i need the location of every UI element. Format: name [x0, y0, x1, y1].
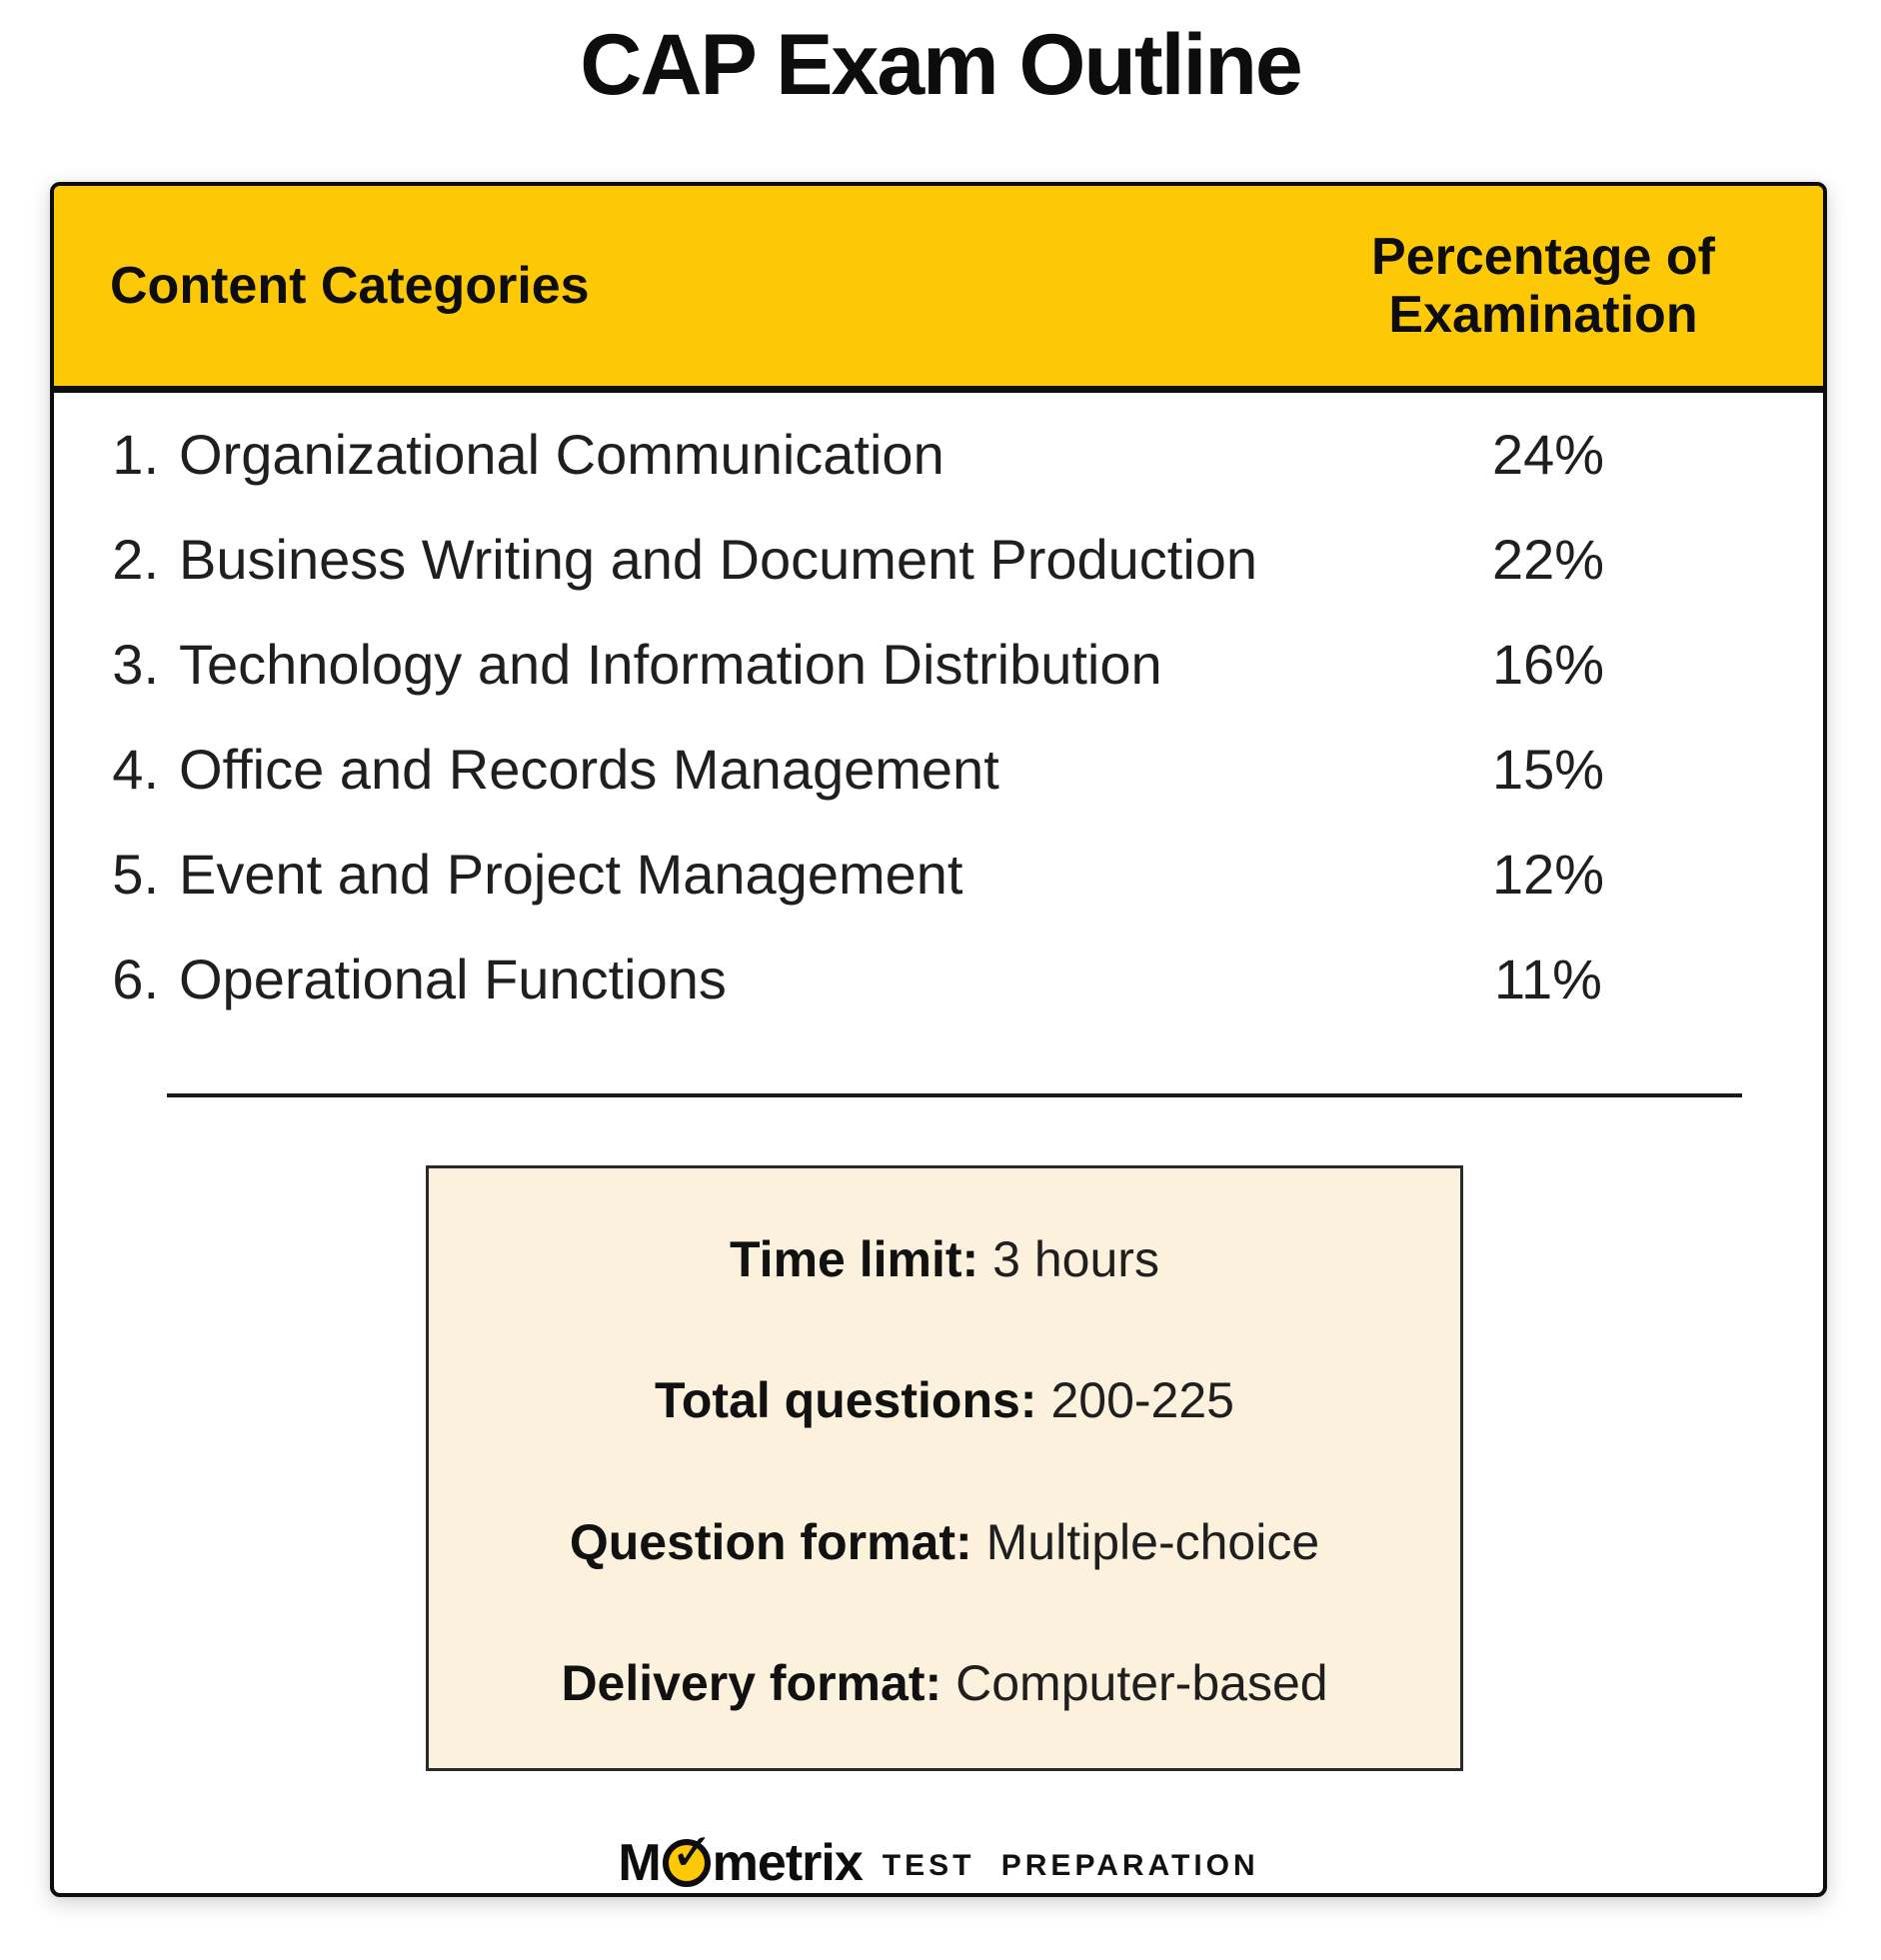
info-line-delivery-format: Delivery format: Computer-based [445, 1654, 1444, 1712]
row-label: Operational Functions [179, 948, 727, 1010]
category-rows: 1. Organizational Communication 24% 2. B… [54, 402, 1823, 1031]
column-header-percentage: Percentage of Examination [1371, 227, 1715, 344]
mometrix-logo: M ✓ metrix TEST PREPARATION [54, 1821, 1823, 1905]
horizontal-divider [167, 1093, 1742, 1097]
row-label: Technology and Information Distribution [179, 633, 1162, 696]
row-number: 5. [112, 843, 159, 906]
info-value: Computer-based [955, 1654, 1328, 1711]
brand-tagline: TEST PREPARATION [882, 1849, 1259, 1882]
row-percent: 11% [1494, 948, 1602, 1010]
column-header-categories: Content Categories [110, 257, 590, 315]
table-row: 2. Business Writing and Document Product… [54, 507, 1823, 612]
info-line-time-limit: Time limit: 3 hours [445, 1230, 1444, 1288]
row-number: 2. [112, 528, 159, 591]
check-circle-icon: ✓ [662, 1827, 714, 1887]
info-line-question-format: Question format: Multiple-choice [445, 1513, 1444, 1571]
row-label: Event and Project Management [179, 843, 963, 906]
table-header-band: Content Categories Percentage of Examina… [54, 186, 1823, 393]
row-number: 1. [112, 423, 159, 486]
row-label: Office and Records Management [179, 738, 999, 801]
row-percent: 24% [1491, 423, 1605, 486]
row-percent: 22% [1491, 528, 1605, 591]
row-number: 6. [112, 948, 159, 1010]
exam-outline-table: Content Categories Percentage of Examina… [50, 182, 1827, 1897]
row-number: 3. [112, 633, 159, 696]
info-label: Total questions: [655, 1372, 1037, 1429]
checkmark-icon: ✓ [670, 1824, 715, 1882]
table-row: 1. Organizational Communication 24% [54, 402, 1823, 507]
exam-info-box: Time limit: 3 hours Total questions: 200-2… [426, 1165, 1463, 1771]
row-label: Business Writing and Document Production [179, 528, 1258, 591]
info-label: Delivery format: [561, 1654, 942, 1711]
table-row: 5. Event and Project Management 12% [54, 822, 1823, 927]
table-row: 4. Office and Records Management 15% [54, 717, 1823, 822]
page-title: CAP Exam Outline [580, 17, 1303, 113]
table-row: 3. Technology and Information Distributi… [54, 612, 1823, 717]
row-number: 4. [112, 738, 159, 801]
row-percent: 15% [1491, 738, 1605, 801]
info-value: 200-225 [1050, 1372, 1234, 1429]
row-percent: 12% [1491, 843, 1605, 906]
info-line-total-questions: Total questions: 200-225 [445, 1371, 1444, 1429]
info-label: Time limit: [730, 1231, 979, 1287]
row-label: Organizational Communication [179, 423, 944, 486]
row-percent: 16% [1491, 633, 1605, 696]
info-value: 3 hours [992, 1231, 1159, 1287]
info-label: Question format: [569, 1513, 972, 1570]
info-value: Multiple-choice [985, 1513, 1320, 1570]
brand-suffix: metrix [712, 1834, 864, 1892]
brand-wordmark: M ✓ metrix [618, 1827, 864, 1893]
brand-prefix: M [618, 1834, 661, 1892]
table-row: 6. Operational Functions 11% [54, 927, 1823, 1031]
